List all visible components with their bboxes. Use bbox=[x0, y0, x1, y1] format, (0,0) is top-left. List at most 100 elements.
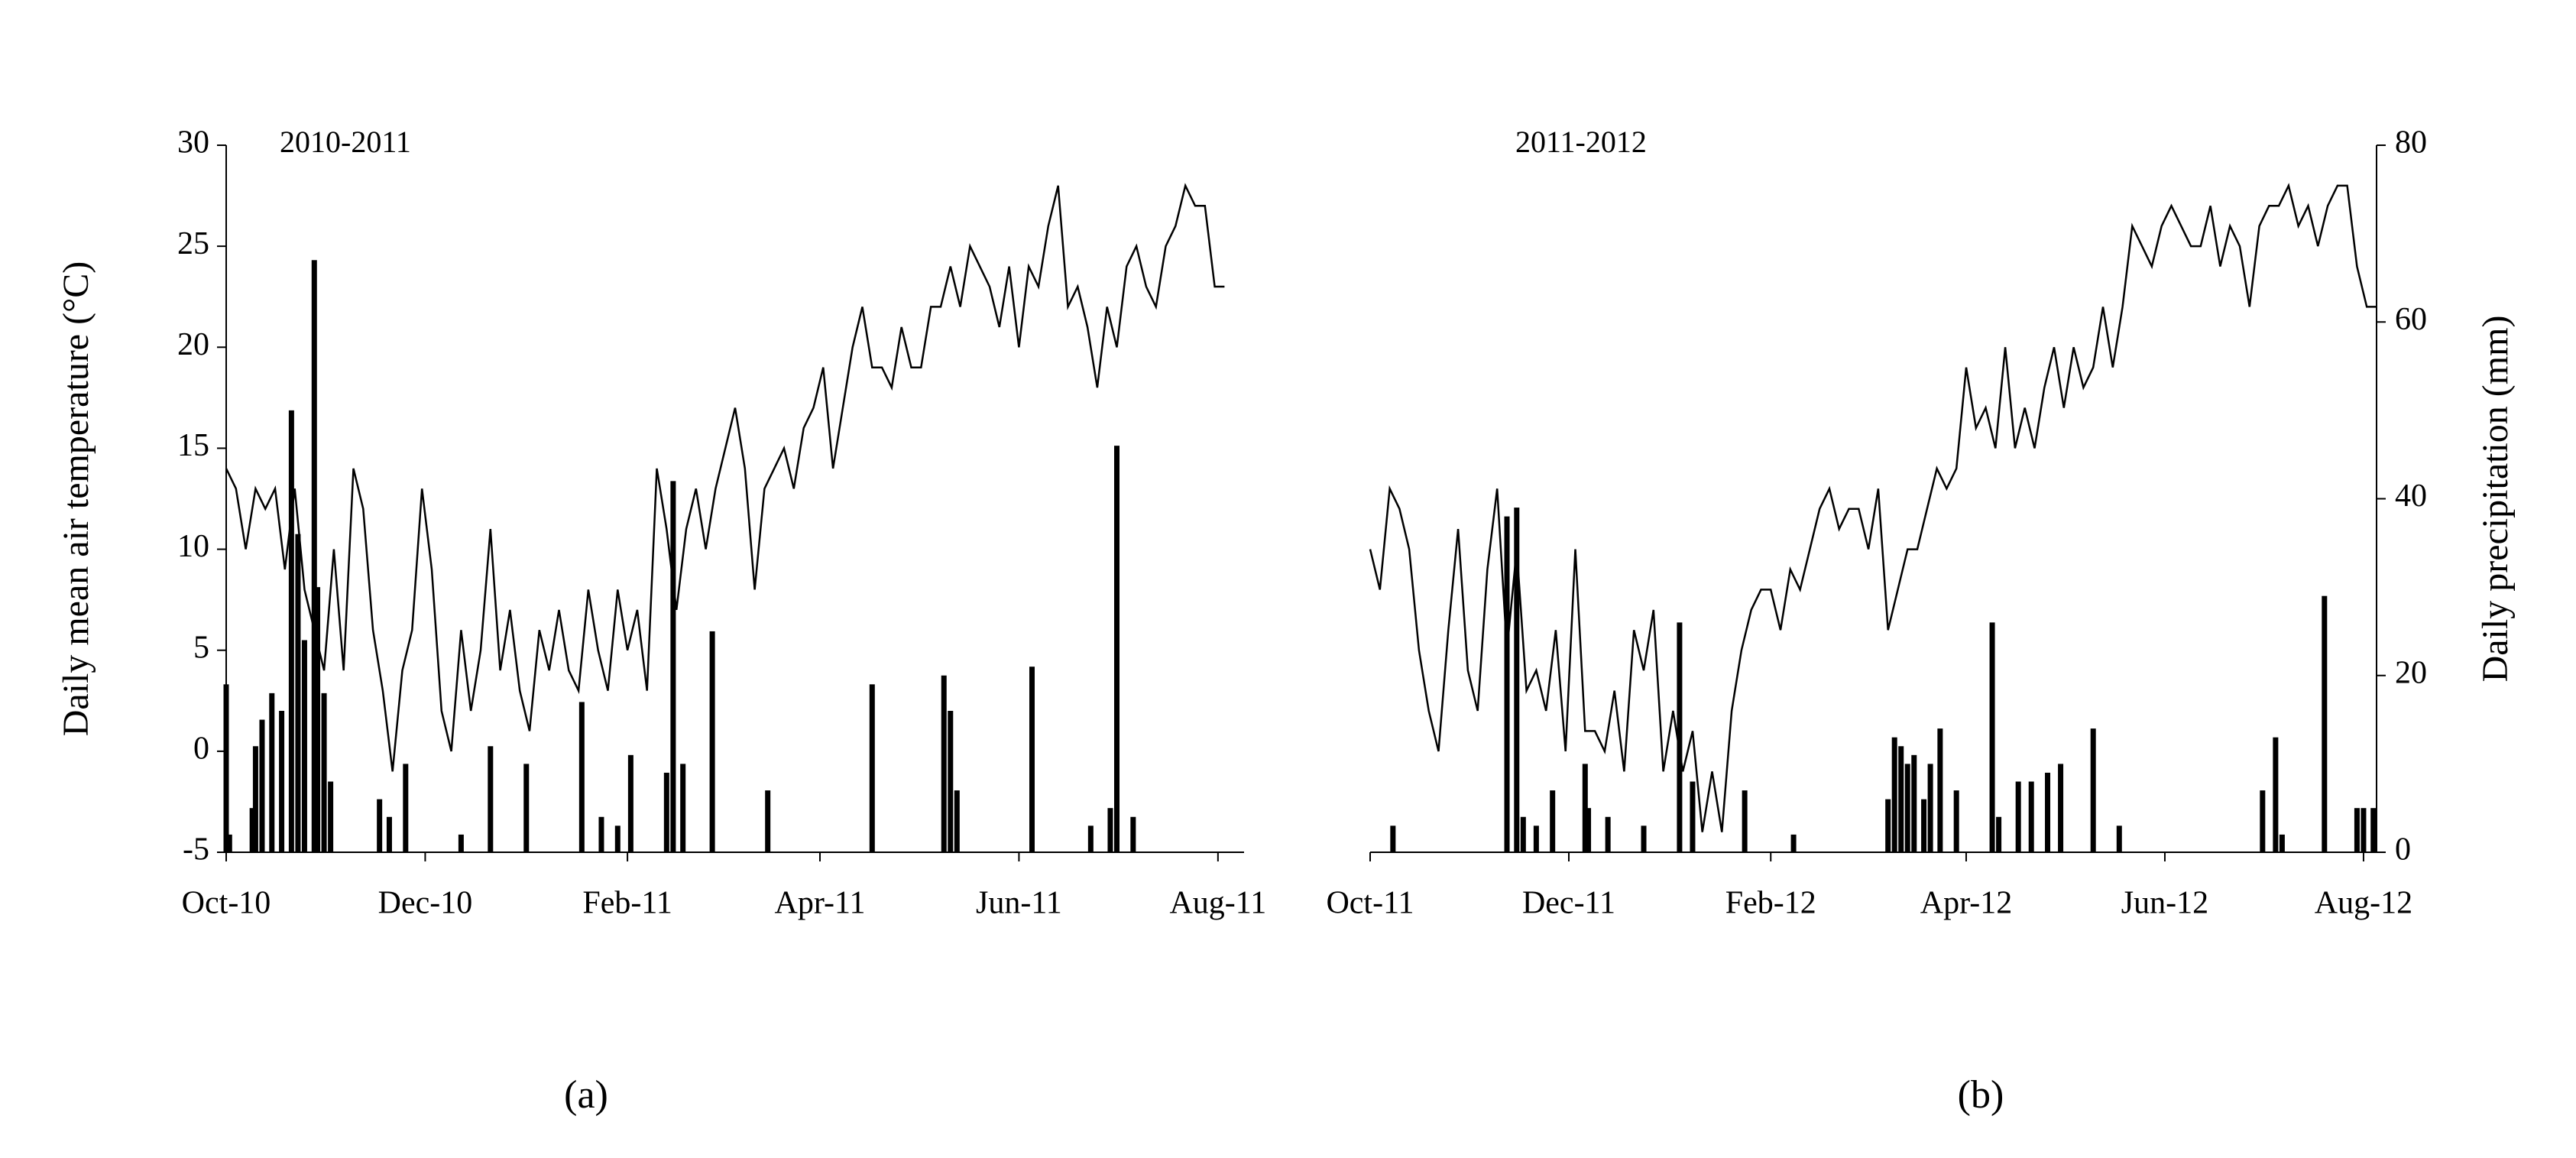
precipitation-bar bbox=[1677, 622, 1683, 852]
y-tick-label: 0 bbox=[193, 731, 209, 766]
precipitation-bar bbox=[403, 764, 409, 852]
panel-label: (b) bbox=[1958, 1073, 2004, 1117]
precipitation-bar bbox=[321, 693, 327, 852]
precipitation-bar bbox=[488, 746, 494, 852]
y-tick-label: 20 bbox=[177, 327, 209, 362]
precipitation-bar bbox=[709, 631, 715, 852]
precipitation-bar bbox=[1514, 508, 1520, 852]
panel-title: 2011-2012 bbox=[1515, 125, 1647, 159]
panel: Oct-11 Dec-11 Feb-12 Apr-12 Jun-12 Aug-12 0 20 4… bbox=[1326, 125, 2516, 1117]
precipitation-bar bbox=[1390, 826, 1396, 852]
precipitation-bar bbox=[1582, 764, 1588, 852]
y2-tick-label: 0 bbox=[2395, 832, 2411, 868]
precipitation-bar bbox=[2058, 764, 2064, 852]
precipitation-bar bbox=[1087, 826, 1094, 852]
precipitation-bar bbox=[311, 260, 317, 852]
y-tick-label: 30 bbox=[177, 125, 209, 161]
precipitation-bar bbox=[1029, 667, 1035, 852]
precipitation-bar bbox=[1904, 764, 1910, 852]
precipitation-bar bbox=[2361, 808, 2367, 852]
y2-tick-label: 60 bbox=[2395, 302, 2427, 337]
precipitation-bar bbox=[2354, 808, 2360, 852]
x-tick-label: Oct-10 bbox=[182, 886, 271, 921]
precipitation-bar bbox=[301, 640, 307, 852]
y-axis-label: Daily mean air temperature (°C) bbox=[56, 261, 96, 737]
precipitation-bar bbox=[2028, 781, 2034, 852]
y-tick-label: -5 bbox=[183, 832, 209, 868]
panel-label: (a) bbox=[564, 1073, 608, 1117]
temperature-line bbox=[1369, 183, 2377, 832]
x-tick-label: Apr-12 bbox=[1920, 886, 2012, 921]
precipitation-bar bbox=[2045, 772, 2051, 852]
precipitation-bar bbox=[1605, 816, 1611, 852]
y-tick-label: 5 bbox=[193, 630, 209, 665]
x-tick-label: Oct-11 bbox=[1326, 886, 1414, 921]
panel: Oct-10 Dec-10 Feb-11 Apr-11 Jun-11 Aug-11 -5 0 5… bbox=[56, 125, 1266, 1117]
x-tick-label: Aug-12 bbox=[2315, 886, 2412, 921]
precipitation-bar bbox=[2260, 790, 2266, 852]
precipitation-bar bbox=[2370, 808, 2377, 852]
precipitation-bar bbox=[1533, 826, 1539, 852]
x-tick-label: Dec-11 bbox=[1522, 886, 1615, 921]
precipitation-bar bbox=[1911, 754, 1917, 852]
precipitation-bar bbox=[1107, 808, 1113, 852]
x-tick-label: Dec-10 bbox=[378, 886, 473, 921]
precipitation-bar bbox=[315, 587, 321, 852]
precipitation-bar bbox=[377, 799, 383, 852]
precipitation-bar bbox=[1504, 516, 1510, 852]
precipitation-bar bbox=[2090, 728, 2096, 852]
y-tick-label: 10 bbox=[177, 529, 209, 564]
y-tick-label: 25 bbox=[177, 226, 209, 261]
y2-tick-label: 80 bbox=[2395, 125, 2427, 161]
precipitation-bar bbox=[259, 719, 265, 852]
precipitation-bar bbox=[458, 834, 464, 852]
x-tick-label: Jun-11 bbox=[976, 886, 1062, 921]
precipitation-bar bbox=[578, 702, 585, 852]
temperature-line bbox=[225, 183, 1225, 772]
precipitation-bar bbox=[252, 746, 258, 852]
precipitation-bar bbox=[869, 684, 875, 852]
precipitation-bar bbox=[1790, 834, 1797, 852]
precipitation-bar bbox=[223, 684, 229, 852]
precipitation-bar bbox=[1885, 799, 1891, 852]
precipitation-bar bbox=[2273, 737, 2279, 852]
y2-tick-label: 40 bbox=[2395, 478, 2427, 514]
precipitation-bar bbox=[523, 764, 530, 852]
x-tick-label: Feb-11 bbox=[582, 886, 672, 921]
precipitation-bar bbox=[1989, 622, 1995, 852]
precipitation-bar bbox=[1953, 790, 1959, 852]
precipitation-bar bbox=[226, 834, 232, 852]
precipitation-bar bbox=[295, 534, 301, 852]
precipitation-bar bbox=[279, 711, 285, 852]
precipitation-bar bbox=[2015, 781, 2021, 852]
precipitation-bar bbox=[1996, 816, 2002, 852]
precipitation-bar bbox=[1921, 799, 1927, 852]
y2-axis-label: Daily precipitation (mm) bbox=[2475, 316, 2516, 683]
x-tick-label: Jun-12 bbox=[2121, 886, 2208, 921]
precipitation-bar bbox=[1898, 746, 1904, 852]
precipitation-bar bbox=[386, 816, 392, 852]
precipitation-bar bbox=[249, 808, 255, 852]
precipitation-bar bbox=[1927, 764, 1933, 852]
precipitation-bar bbox=[680, 764, 686, 852]
precipitation-bar bbox=[670, 481, 676, 852]
precipitation-bar bbox=[1114, 446, 1120, 852]
precipitation-bar bbox=[288, 410, 294, 852]
x-tick-label: Feb-12 bbox=[1725, 886, 1816, 921]
precipitation-bar bbox=[1130, 816, 1136, 852]
precipitation-bar bbox=[1937, 728, 1943, 852]
precipitation-bar bbox=[598, 816, 604, 852]
precipitation-bar bbox=[948, 711, 954, 852]
precipitation-bar bbox=[269, 693, 275, 852]
precipitation-bar bbox=[954, 790, 960, 852]
precipitation-bar bbox=[328, 781, 334, 852]
precipitation-bar bbox=[1641, 826, 1647, 852]
precipitation-bar bbox=[941, 675, 947, 852]
precipitation-bar bbox=[2322, 595, 2328, 852]
precipitation-bar bbox=[614, 826, 621, 852]
precipitation-bar bbox=[2116, 826, 2122, 852]
precipitation-bar bbox=[1690, 781, 1696, 852]
precipitation-bar bbox=[2279, 834, 2285, 852]
precipitation-bar bbox=[1891, 737, 1897, 852]
